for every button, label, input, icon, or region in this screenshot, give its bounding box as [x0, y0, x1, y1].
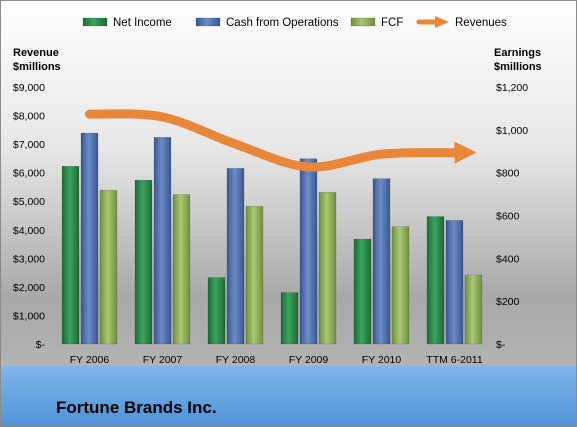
bar-cash-from-operations-fy-2010 [372, 178, 391, 345]
legend-label-net-income: Net Income [113, 17, 172, 29]
left-tick-label: $2,000 [13, 282, 45, 294]
legend: Net Income Cash from Operations FCF Revenue… [82, 16, 507, 29]
left-axis-title-line1: Revenue [13, 47, 59, 59]
legend-swatch-arrowhead [435, 16, 449, 28]
bar-net-income-fy-2008 [207, 277, 226, 345]
left-tick-label: $7,000 [13, 139, 45, 151]
legend-swatch-cash-from-operations [195, 17, 221, 27]
left-tick-label: $5,000 [13, 196, 45, 208]
bar-net-income-fy-2007 [134, 179, 153, 345]
line-revenues [85, 109, 459, 172]
line-series [85, 109, 477, 172]
left-tick-label: $6,000 [13, 168, 45, 180]
left-axis-title-line2: $millions [13, 61, 61, 73]
right-axis-title-line2: $millions [494, 61, 542, 73]
legend-label-fcf: FCF [381, 17, 403, 29]
right-tick-label: $200 [496, 296, 520, 308]
legend-swatch-net-income [82, 17, 108, 27]
left-tick-label: $9,000 [13, 82, 45, 94]
bar-cash-from-operations-fy-2008 [226, 168, 245, 345]
bar-cash-from-operations-ttm-6-2011 [445, 220, 464, 345]
bar-fcf-fy-2010 [391, 226, 410, 345]
legend-label-revenues: Revenues [455, 17, 507, 29]
x-tick-label: FY 2007 [143, 354, 183, 366]
x-tick-label: TTM 6-2011 [426, 354, 483, 366]
right-tick-label: $1,000 [496, 125, 528, 137]
right-tick-label: $- [496, 339, 506, 351]
bar-net-income-fy-2010 [353, 238, 372, 345]
left-tick-label: $8,000 [13, 111, 45, 123]
bar-net-income-ttm-6-2011 [426, 216, 445, 345]
bar-cash-from-operations-fy-2006 [80, 132, 99, 345]
left-tick-label: $- [36, 339, 46, 351]
line-revenues-arrowhead [454, 141, 477, 164]
left-tick-label: $3,000 [13, 253, 45, 265]
right-axis-ticks: $- $200 $400 $600 $800 $1,000 $1,200 [496, 82, 528, 351]
left-tick-label: $4,000 [13, 225, 45, 237]
right-tick-label: $1,200 [496, 82, 528, 94]
bar-cash-from-operations-fy-2009 [299, 158, 318, 345]
bar-fcf-fy-2009 [318, 192, 337, 345]
bar-fcf-fy-2007 [172, 194, 191, 345]
legend-label-cash-from-operations: Cash from Operations [226, 17, 339, 29]
bar-series [61, 132, 483, 345]
bar-net-income-fy-2009 [280, 292, 299, 345]
x-tick-label: FY 2009 [289, 354, 329, 366]
x-tick-label: FY 2008 [216, 354, 256, 366]
right-tick-label: $400 [496, 253, 520, 265]
left-tick-label: $1,000 [13, 310, 45, 322]
x-axis-ticks: FY 2006 FY 2007 FY 2008 FY 2009 FY 2010 TTM 6… [70, 354, 483, 366]
legend-swatch-fcf [350, 17, 376, 27]
chart-title: Fortune Brands Inc. [56, 398, 217, 417]
chart-bottom-band [1, 366, 576, 426]
x-tick-label: FY 2010 [362, 354, 402, 366]
bar-fcf-ttm-6-2011 [464, 274, 483, 345]
x-tick-label: FY 2006 [70, 354, 110, 366]
bar-cash-from-operations-fy-2007 [153, 137, 172, 345]
left-axis-ticks: $- $1,000 $2,000 $3,000 $4,000 $5,000 $6,000 $7… [13, 82, 46, 351]
right-tick-label: $800 [496, 168, 520, 180]
bar-fcf-fy-2008 [245, 206, 264, 345]
bar-net-income-fy-2006 [61, 165, 80, 345]
bar-fcf-fy-2006 [99, 189, 118, 345]
right-tick-label: $600 [496, 211, 520, 223]
right-axis-title-line1: Earnings [494, 47, 541, 59]
